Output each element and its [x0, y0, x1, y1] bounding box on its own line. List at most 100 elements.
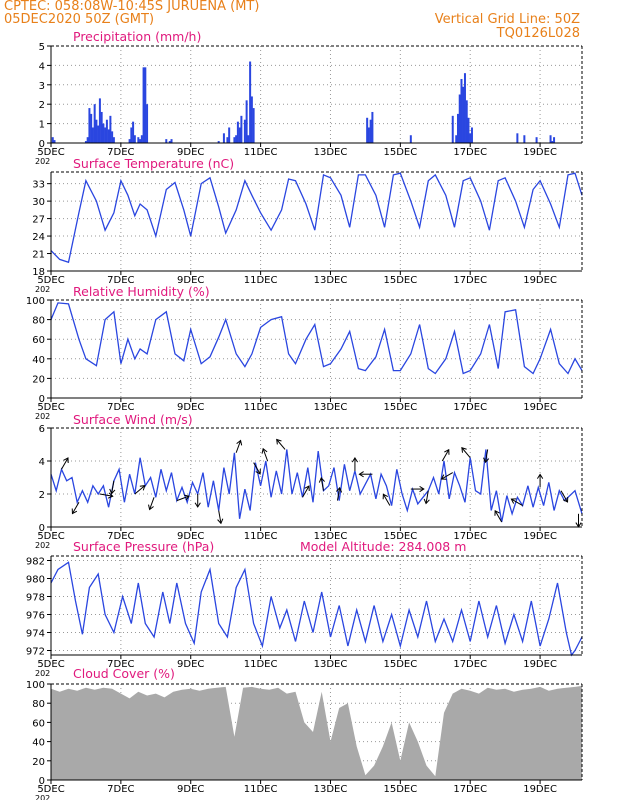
precip-bar — [217, 141, 220, 143]
y-tick-label: 2 — [39, 490, 45, 501]
y-tick-label: 4 — [39, 457, 45, 468]
precip-bar — [245, 100, 248, 143]
wind-arrow — [560, 490, 568, 503]
y-tick-label: 30 — [32, 197, 45, 208]
precip-bar — [97, 125, 100, 143]
y-tick-label: 1 — [39, 120, 45, 131]
wind-arrow — [484, 449, 489, 463]
precip-bar — [456, 113, 459, 143]
x-tick-label: 5DEC — [37, 784, 64, 795]
precip-bar — [516, 133, 519, 143]
precip-bar — [228, 127, 231, 143]
y-tick-label: 2 — [39, 100, 45, 111]
rh-line — [50, 302, 583, 375]
precip-bar — [86, 137, 89, 143]
x-tick-label: 11DEC — [244, 275, 278, 286]
wind-arrow — [176, 495, 190, 502]
precip-bar — [470, 127, 473, 143]
wind-arrow-head — [107, 492, 114, 499]
x-tick-year-stub: 202 — [35, 157, 50, 166]
wind-arrow-head — [183, 494, 190, 501]
precip-bar — [139, 139, 142, 143]
y-tick-label: 0 — [39, 139, 45, 150]
y-tick-label: 24 — [32, 232, 45, 243]
pressure-line — [50, 561, 583, 657]
x-tick-label: 5DEC — [37, 275, 64, 286]
x-tick-label: 11DEC — [244, 531, 278, 542]
wind-arrow-head — [318, 476, 325, 483]
x-tick-label: 15DEC — [383, 275, 417, 286]
precip-bar — [252, 108, 255, 143]
y-tick-label: 3 — [39, 81, 45, 92]
y-tick-label: 33 — [32, 180, 45, 191]
wind-arrow-head — [483, 457, 490, 464]
wind-arrow — [149, 497, 155, 510]
wind-arrow — [235, 440, 242, 453]
wind-arrow-head — [139, 485, 146, 491]
precip-bar — [467, 117, 470, 143]
y-tick-label: 0 — [39, 776, 45, 787]
precip-bar — [367, 127, 370, 143]
x-tick-label: 9DEC — [177, 402, 204, 413]
x-tick-label: 13DEC — [314, 402, 348, 413]
y-tick-label: 20 — [32, 757, 45, 768]
x-tick-label: 7DEC — [107, 531, 134, 542]
precip-bar — [523, 135, 526, 143]
wind-arrow — [441, 472, 453, 480]
precip-bar — [128, 139, 131, 143]
x-tick-label: 9DEC — [177, 659, 204, 670]
wind-arrow — [320, 477, 324, 491]
precip-bar — [132, 121, 135, 143]
precip-bar — [107, 129, 110, 143]
x-tick-label: 11DEC — [244, 659, 278, 670]
precip-bar — [146, 104, 149, 143]
x-tick-label: 7DEC — [107, 275, 134, 286]
precip-bar — [105, 119, 108, 143]
precip-bar — [102, 123, 105, 143]
x-tick-year-stub: 202 — [35, 794, 50, 800]
wind-arrow — [111, 480, 115, 494]
precip-bar — [409, 135, 412, 143]
wind-arrow — [382, 494, 391, 506]
x-tick-label: 19DEC — [523, 402, 557, 413]
y-tick-label: 976 — [26, 611, 45, 622]
x-tick-year-stub: 202 — [35, 541, 50, 550]
wind-arrow — [511, 498, 523, 506]
precip-bar — [463, 73, 466, 143]
wind-arrow — [336, 487, 341, 501]
y-tick-label: 100 — [26, 680, 45, 691]
wind-arrow-head — [261, 447, 268, 454]
x-tick-label: 11DEC — [244, 402, 278, 413]
precip-bar — [53, 140, 56, 143]
y-tick-label: 4 — [39, 61, 45, 72]
wind-arrow-head — [510, 498, 517, 504]
panel-title: Precipitation (mm/h) — [73, 29, 201, 44]
precip-bar — [535, 137, 538, 143]
precip-bar — [226, 137, 229, 143]
x-tick-label: 9DEC — [177, 531, 204, 542]
wind-arrow-head — [109, 488, 116, 495]
precip-bar — [140, 135, 143, 143]
x-tick-label: 13DEC — [314, 147, 348, 158]
precip-bar — [549, 135, 552, 143]
precip-bar — [168, 141, 171, 143]
model-altitude: Model Altitude: 284.008 m — [300, 539, 466, 554]
precip-bar — [451, 115, 454, 143]
x-tick-label: 7DEC — [107, 784, 134, 795]
wind-arrow-head — [461, 447, 467, 453]
precip-bar — [93, 104, 96, 143]
precip-bar — [238, 127, 241, 143]
wind-arrow-head — [304, 485, 310, 492]
precip-bar — [84, 141, 87, 143]
y-tick-label: 80 — [32, 316, 45, 327]
precip-bar — [233, 137, 236, 143]
precip-bar — [462, 86, 465, 143]
wind-arrow-head — [419, 485, 425, 493]
precip-bar — [109, 115, 112, 143]
x-tick-label: 5DEC — [37, 659, 64, 670]
x-tick-label: 5DEC — [37, 147, 64, 158]
precip-bar — [130, 127, 133, 143]
precip-bar — [51, 137, 54, 143]
precip-bar — [371, 111, 374, 143]
